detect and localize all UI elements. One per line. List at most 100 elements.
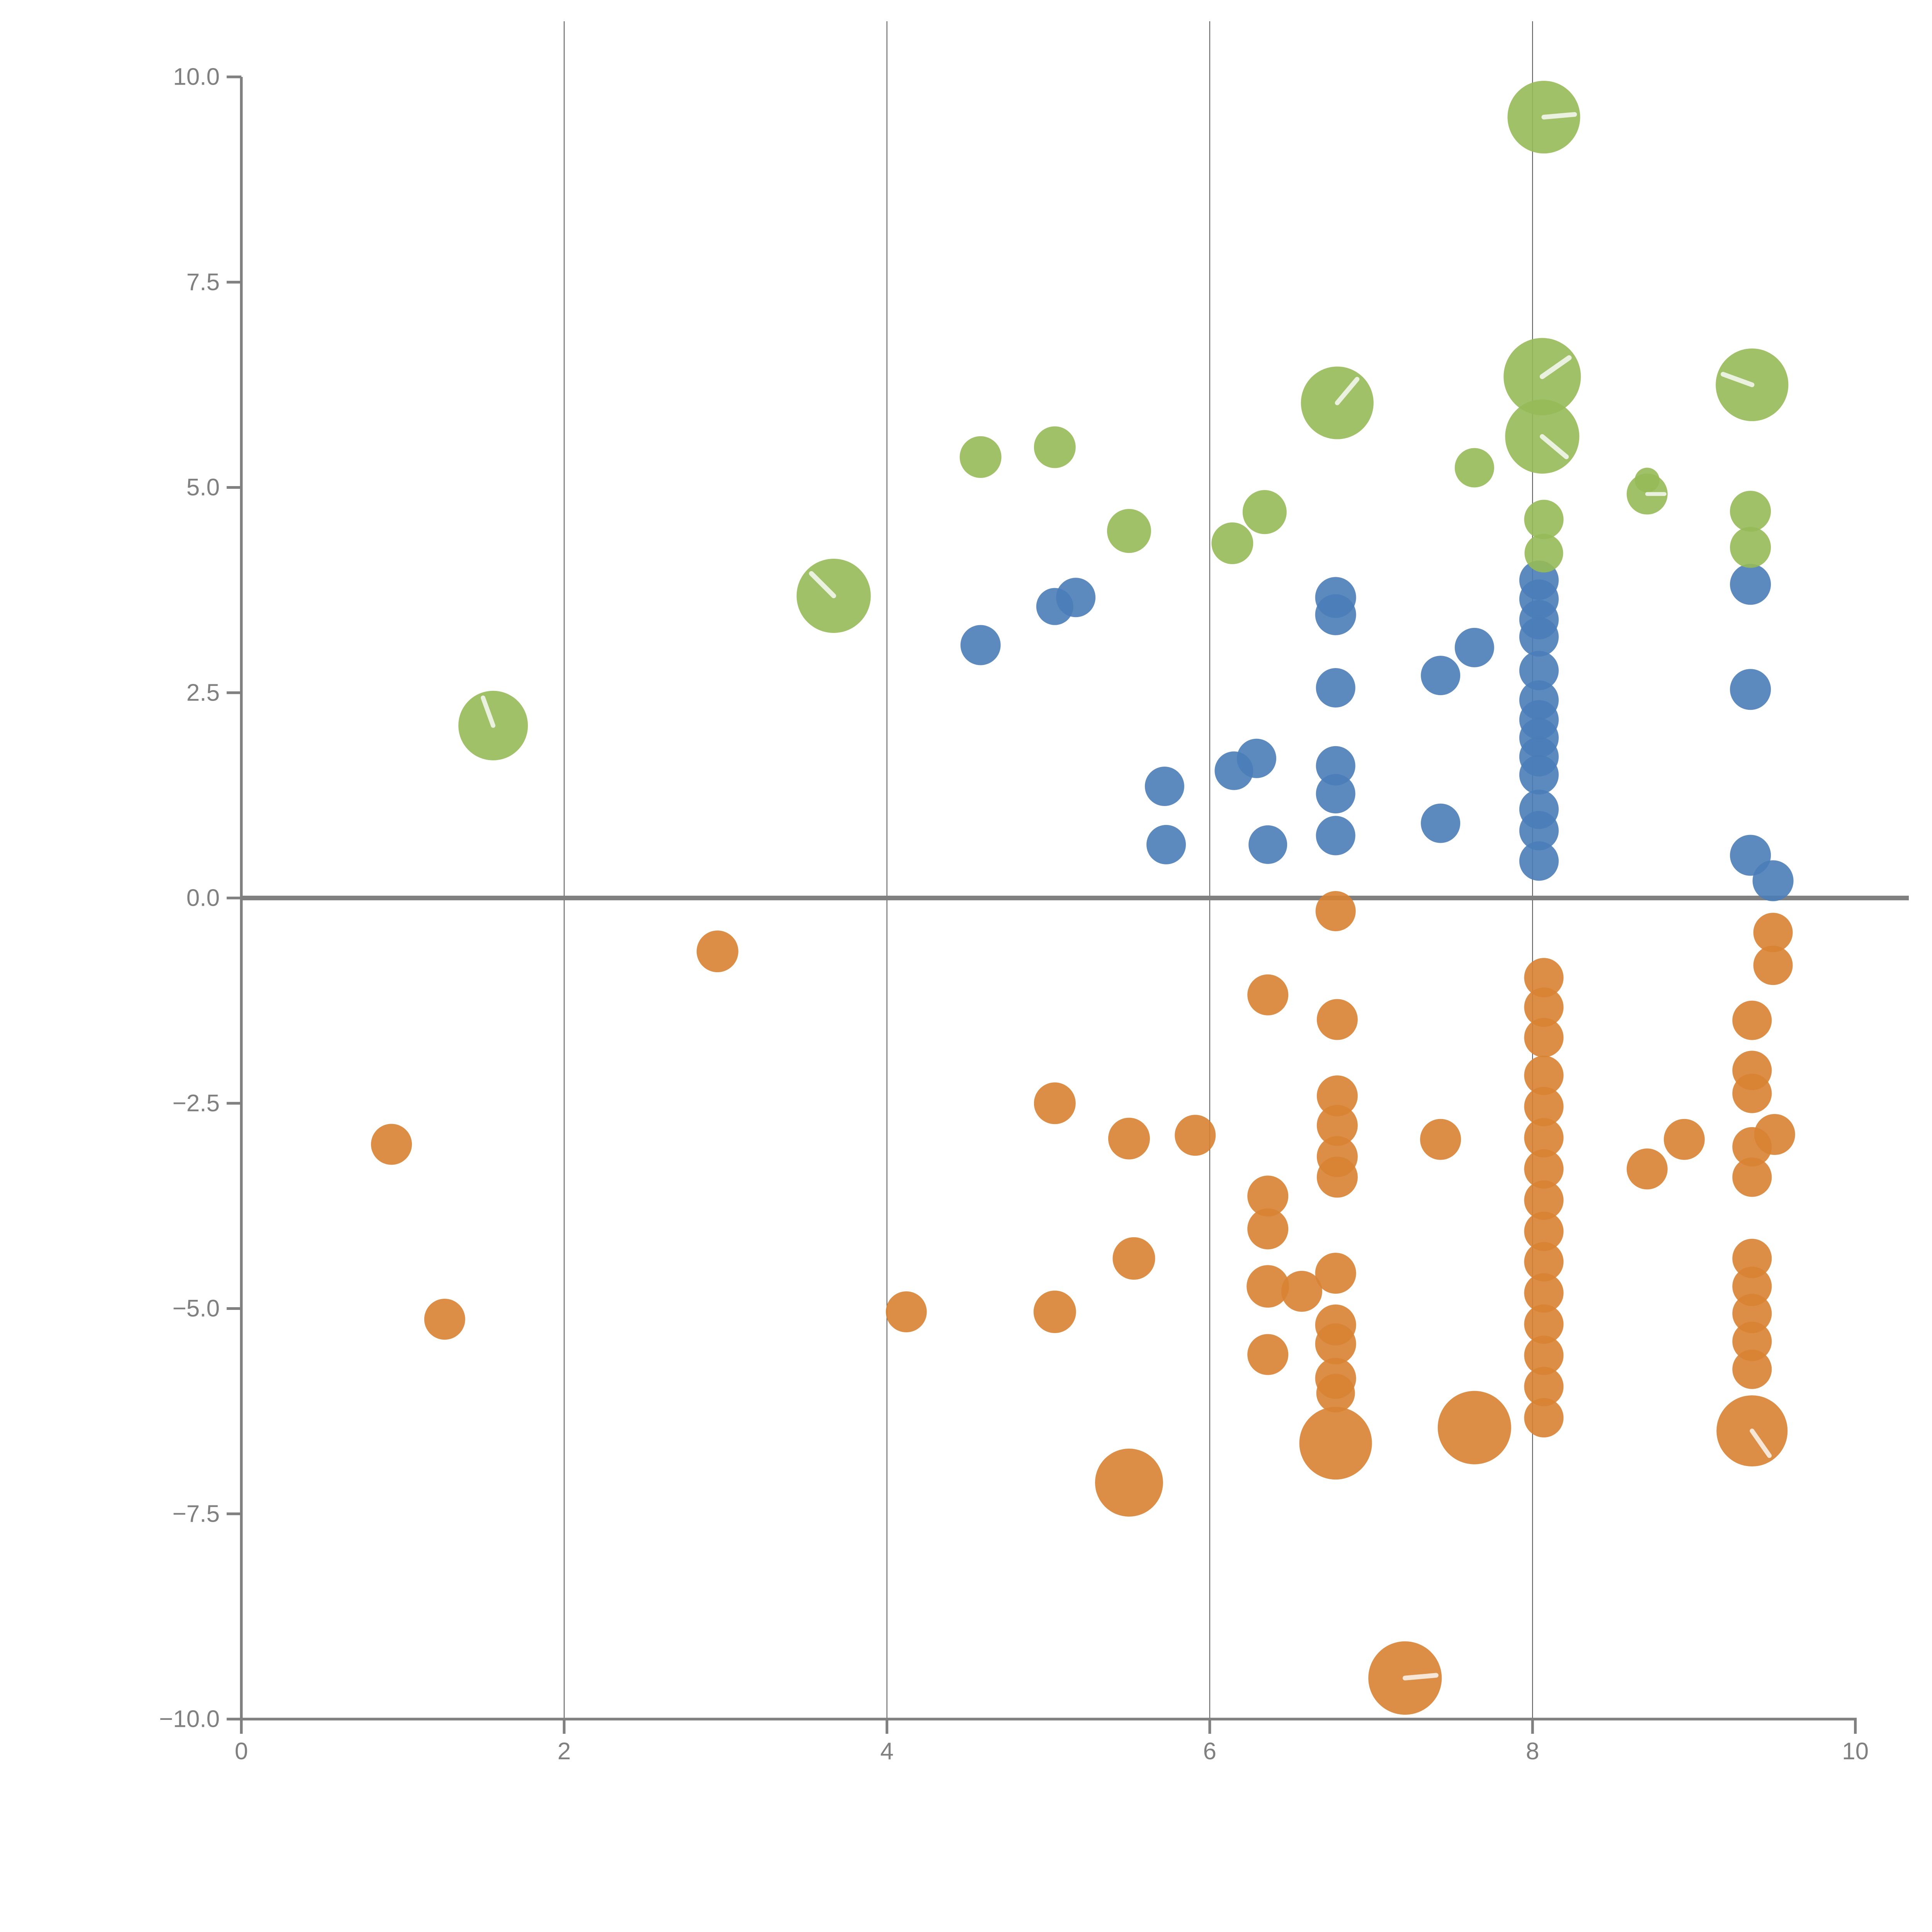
data-point-orange	[1732, 1157, 1772, 1197]
data-point-orange	[1732, 1000, 1772, 1040]
data-point-orange	[1034, 1082, 1076, 1124]
data-point-green	[1454, 448, 1494, 488]
data-point-green	[1242, 490, 1287, 534]
data-point-orange	[1437, 1391, 1511, 1464]
x-tick-label-0: 0	[235, 1738, 248, 1765]
data-point-green	[1107, 509, 1151, 553]
data-point-orange	[696, 930, 738, 973]
data-point-blue	[1316, 746, 1355, 786]
data-point-orange	[1524, 1335, 1564, 1375]
data-point-green	[1524, 534, 1563, 573]
data-point-orange	[1524, 1180, 1564, 1220]
data-point-orange	[371, 1124, 412, 1165]
data-point-orange	[1753, 946, 1793, 985]
data-point-orange	[1316, 1075, 1358, 1117]
data-point-green	[1730, 527, 1771, 568]
bubble-slash-mark	[1541, 112, 1577, 120]
data-point-orange	[1108, 1117, 1150, 1160]
data-point-blue	[1454, 628, 1494, 667]
data-point-orange	[1524, 1242, 1564, 1282]
data-point-orange	[1524, 1149, 1564, 1189]
y-tick-label-0: 0.0	[186, 885, 219, 912]
data-point-blue	[1316, 774, 1355, 814]
data-point-blue	[1519, 651, 1559, 690]
data-point-blue	[1752, 860, 1794, 901]
data-point-orange	[1524, 1211, 1564, 1251]
data-point-orange	[1316, 1374, 1355, 1413]
y-tick-label-7.5: 7.5	[186, 269, 219, 296]
y-tick-label--10: −10.0	[159, 1706, 220, 1733]
data-point-orange	[1315, 1253, 1356, 1294]
data-point-orange	[1316, 1156, 1358, 1198]
data-point-orange	[1524, 987, 1564, 1027]
data-point-orange	[1247, 1265, 1289, 1308]
bubble-slash-mark	[809, 571, 836, 599]
data-point-orange	[1315, 1323, 1356, 1364]
data-point-orange	[1524, 1056, 1564, 1095]
data-point-orange	[1420, 1119, 1461, 1160]
data-point-blue	[1519, 755, 1559, 795]
data-point-orange	[1524, 1398, 1564, 1438]
data-point-orange	[424, 1299, 465, 1340]
data-point-orange	[1095, 1449, 1163, 1517]
data-point-green	[1211, 522, 1253, 564]
data-point-green	[1730, 491, 1771, 532]
y-tick-label--7.5: −7.5	[172, 1500, 219, 1527]
data-point-blue	[1145, 767, 1184, 806]
data-point-orange	[1316, 1105, 1358, 1146]
data-point-orange	[1626, 1148, 1668, 1190]
data-point-orange	[1732, 1321, 1772, 1361]
data-point-blue	[1519, 811, 1559, 850]
data-point-orange	[1033, 1291, 1076, 1333]
x-tick-label-8: 8	[1526, 1738, 1539, 1765]
data-points-layer	[371, 81, 1795, 1715]
data-point-orange	[1524, 1018, 1564, 1058]
y-tick-label-5: 5.0	[186, 474, 219, 501]
series-orange	[371, 891, 1795, 1715]
x-tick-label-10: 10	[1842, 1738, 1869, 1765]
bubble-slash-mark	[1721, 372, 1755, 387]
data-point-blue	[1248, 825, 1287, 864]
data-point-orange	[1732, 1127, 1772, 1167]
data-point-orange	[1247, 1334, 1289, 1375]
axes-ticks-layer	[226, 75, 1857, 1734]
data-point-blue	[1236, 738, 1276, 778]
data-point-orange	[1175, 1115, 1216, 1156]
data-point-orange	[1281, 1270, 1322, 1312]
bubble-slash-mark	[1750, 1429, 1772, 1458]
data-point-blue	[1421, 803, 1461, 843]
y-tick-label-10: 10.0	[173, 64, 220, 90]
data-point-orange	[1112, 1237, 1155, 1280]
data-point-orange	[1524, 1273, 1564, 1313]
data-point-orange	[1247, 1208, 1289, 1250]
data-point-orange	[1732, 1073, 1772, 1113]
data-point-orange	[1732, 1294, 1772, 1333]
x-tick-label-2: 2	[558, 1738, 571, 1765]
data-point-blue	[960, 625, 1001, 665]
y-tick-label-2.5: 2.5	[186, 679, 219, 706]
data-point-orange	[1247, 1175, 1289, 1217]
data-point-orange	[1524, 1304, 1564, 1344]
data-point-green	[959, 436, 1002, 478]
data-point-orange	[1524, 958, 1564, 998]
data-point-orange	[1753, 913, 1793, 952]
data-point-green	[1034, 426, 1076, 468]
data-point-orange	[1247, 974, 1289, 1015]
data-point-blue	[1519, 617, 1559, 657]
data-point-blue	[1730, 669, 1771, 710]
data-point-blue	[1146, 825, 1186, 864]
series-blue	[960, 560, 1794, 901]
bubble-slash-mark	[1403, 1673, 1439, 1680]
data-point-blue	[1519, 841, 1559, 881]
x-tick-label-4: 4	[880, 1738, 893, 1765]
tick-labels-layer: 10.0 7.5 5.0 2.5 0.0 −2.5 −5.0 −7.5 −10.0 0 2 4 6 8 10	[159, 64, 1869, 1765]
data-point-orange	[1316, 999, 1358, 1040]
series-green	[458, 81, 1789, 760]
data-point-blue	[1730, 564, 1771, 605]
bubble-slash-mark	[1539, 355, 1572, 379]
data-point-blue	[1421, 656, 1461, 696]
data-point-orange	[1524, 1087, 1564, 1126]
